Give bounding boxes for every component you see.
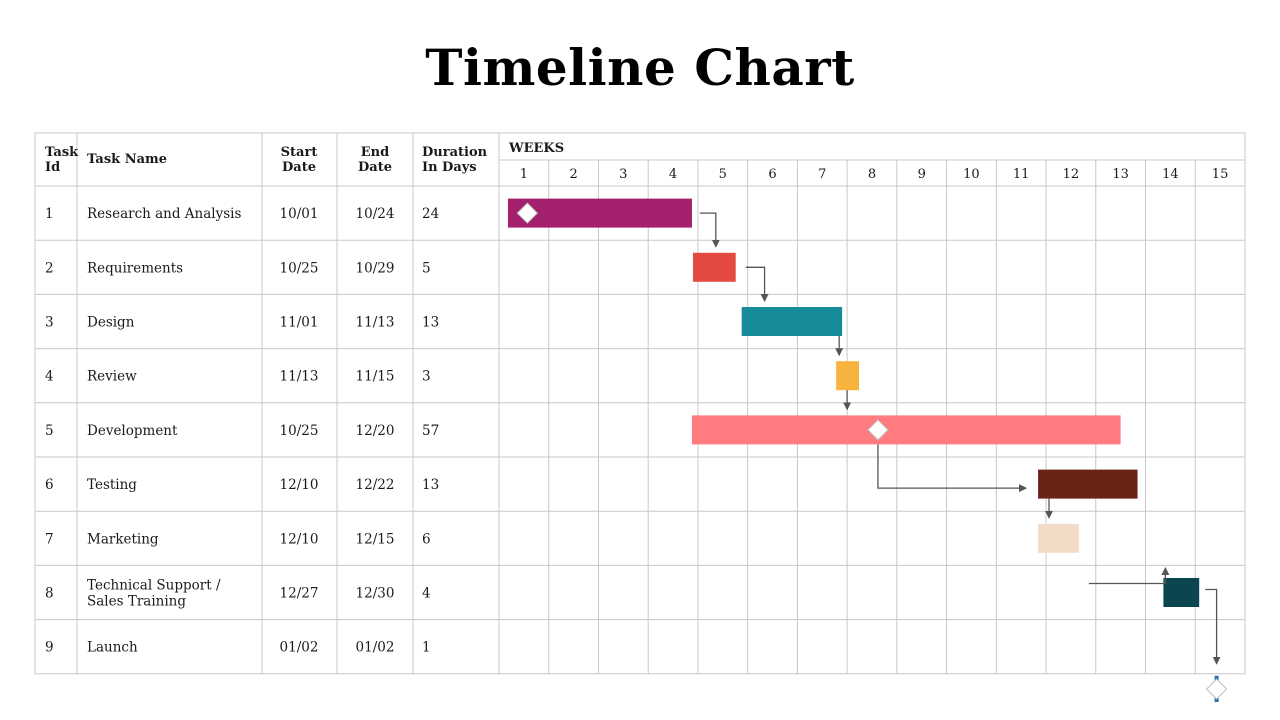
task-name: Testing [87, 477, 137, 493]
task-start-date: 10/25 [280, 423, 319, 439]
task-end-date: 12/15 [356, 531, 395, 547]
task-id: 1 [45, 206, 54, 222]
task-start-date: 01/02 [280, 640, 319, 656]
header-duration: In Days [422, 160, 477, 175]
header-start-date: Start [281, 145, 318, 160]
header-task-name: Task Name [87, 152, 167, 167]
task-id: 9 [45, 640, 54, 656]
gantt-bar [741, 307, 843, 336]
header-task-id: Task [45, 145, 79, 160]
header-weeks: WEEKS [508, 141, 564, 156]
task-id: 8 [45, 586, 54, 602]
task-end-date: 12/30 [356, 586, 395, 602]
task-start-date: 10/01 [280, 206, 319, 222]
gantt-bar [1038, 469, 1138, 499]
milestone-markers [516, 202, 1228, 702]
task-end-date: 11/13 [356, 315, 395, 331]
task-duration: 6 [422, 531, 431, 547]
dependency-arrow [1205, 588, 1221, 665]
week-number: 11 [1013, 167, 1030, 182]
task-end-date: 10/24 [356, 206, 395, 222]
task-end-date: 12/20 [356, 423, 395, 439]
launch-milestone-diamond [1205, 678, 1228, 700]
task-name: Technical Support / [87, 578, 221, 594]
task-duration: 3 [422, 369, 431, 385]
week-number: 10 [963, 167, 980, 182]
dependency-arrow [699, 212, 720, 248]
week-number: 15 [1212, 167, 1229, 182]
task-duration: 1 [422, 640, 431, 656]
task-end-date: 01/02 [356, 640, 395, 656]
task-start-date: 10/25 [280, 260, 319, 276]
week-number: 5 [719, 167, 727, 182]
gantt-bar [1163, 578, 1200, 607]
week-number: 3 [619, 167, 627, 182]
task-duration: 4 [422, 586, 431, 602]
header-task-id: Id [45, 160, 60, 175]
week-number: 9 [918, 167, 926, 182]
task-id: 5 [45, 423, 54, 439]
dependency-arrow [877, 444, 1028, 493]
task-duration: 57 [422, 423, 439, 439]
task-duration: 13 [422, 477, 439, 493]
task-id: 4 [45, 369, 54, 385]
task-start-date: 12/10 [280, 477, 319, 493]
task-id: 3 [45, 315, 54, 331]
task-name: Requirements [87, 260, 183, 276]
task-start-date: 11/13 [280, 369, 319, 385]
task-duration: 13 [422, 315, 439, 331]
gantt-bar [507, 198, 692, 228]
dependency-arrow [1088, 567, 1170, 585]
week-number: 13 [1112, 167, 1129, 182]
task-duration: 24 [422, 206, 439, 222]
task-name: Marketing [87, 531, 159, 547]
task-name: Design [87, 315, 135, 331]
week-number: 7 [818, 167, 826, 182]
week-number: 12 [1063, 167, 1080, 182]
task-id: 2 [45, 260, 54, 276]
task-start-date: 11/01 [280, 315, 319, 331]
week-number: 4 [669, 167, 677, 182]
week-number: 1 [520, 167, 528, 182]
task-duration: 5 [422, 260, 431, 276]
task-id: 7 [45, 531, 54, 547]
header-end-date: End [361, 145, 389, 160]
week-number: 14 [1162, 167, 1179, 182]
week-number: 2 [569, 167, 577, 182]
task-end-date: 10/29 [356, 260, 395, 276]
task-name: Sales Training [87, 594, 186, 610]
task-name: Research and Analysis [87, 206, 241, 222]
gantt-bar [836, 361, 860, 391]
chart-title: Timeline Chart [425, 38, 855, 97]
gantt-bar [1038, 523, 1079, 553]
header-start-date: Date [282, 160, 316, 175]
gantt-bars [507, 198, 1200, 607]
gantt-bar [691, 415, 1121, 445]
task-id: 6 [45, 477, 54, 493]
task-name: Development [87, 423, 178, 439]
task-end-date: 12/22 [356, 477, 395, 493]
milestone-diamond [867, 419, 889, 441]
dependency-arrow [745, 266, 769, 302]
header-end-date: Date [358, 160, 392, 175]
task-end-date: 11/15 [356, 369, 395, 385]
task-start-date: 12/27 [280, 586, 319, 602]
table-frame [34, 132, 1246, 675]
header-duration: Duration [422, 145, 488, 160]
dependency-arrows [699, 212, 1221, 665]
milestone-diamond [516, 202, 539, 224]
week-number: 6 [768, 167, 776, 182]
task-name: Review [87, 369, 137, 385]
task-name: Launch [87, 640, 138, 656]
task-start-date: 12/10 [280, 531, 319, 547]
gantt-bar [692, 252, 736, 282]
week-number: 8 [868, 167, 876, 182]
